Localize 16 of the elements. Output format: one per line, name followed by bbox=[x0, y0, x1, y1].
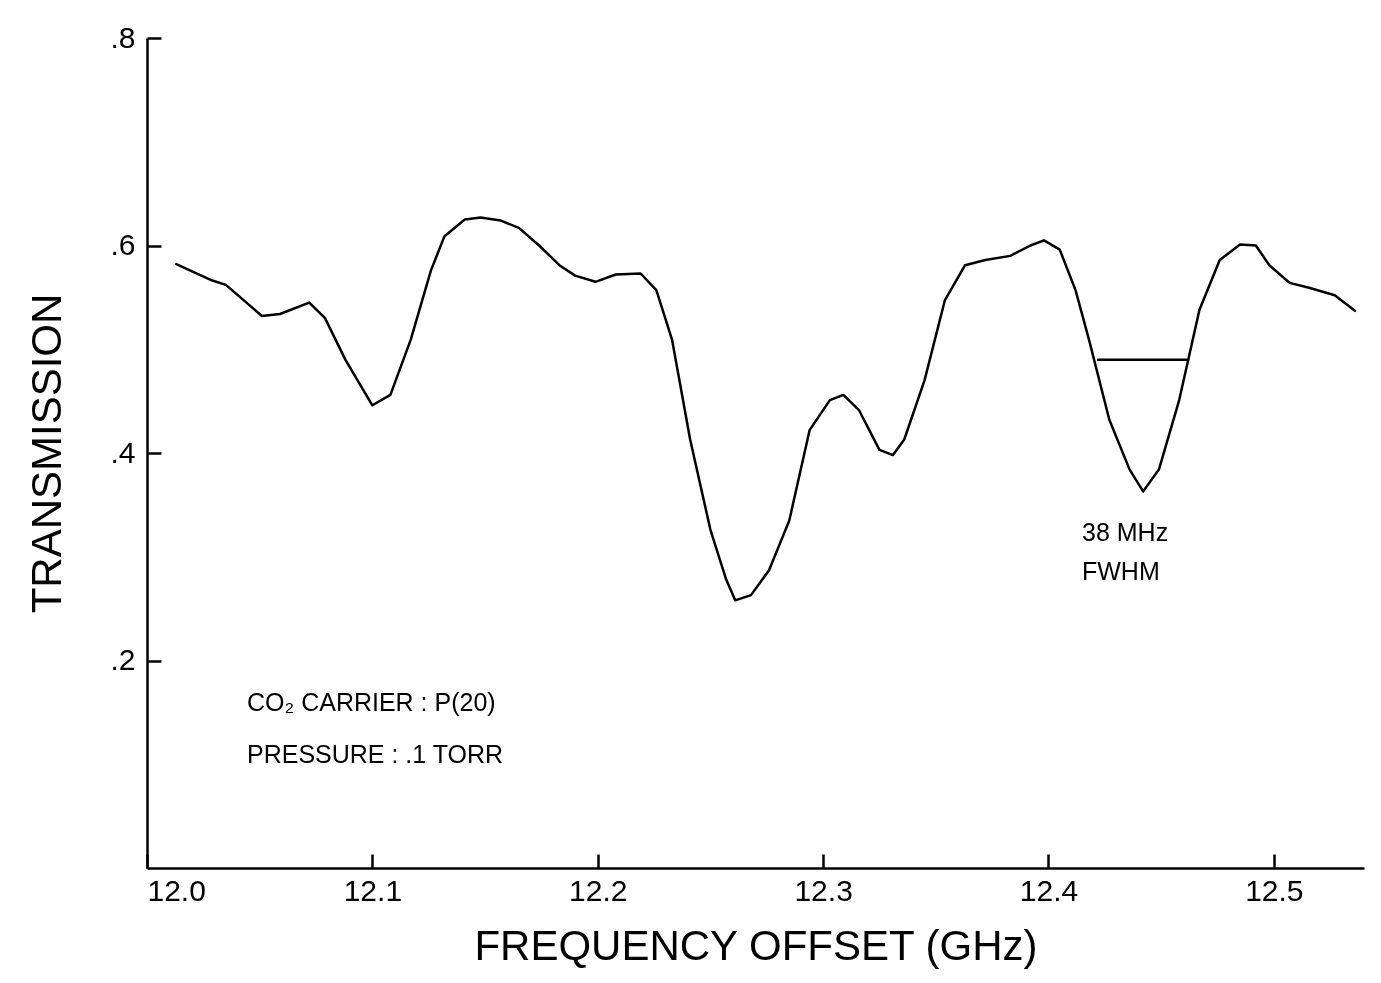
y-tick-label: .4 bbox=[110, 435, 136, 469]
annotation: 38 MHz bbox=[1082, 518, 1169, 546]
x-tick-label: 12.4 bbox=[1019, 873, 1079, 907]
y-tick-label: .8 bbox=[110, 20, 136, 54]
y-tick-label: .6 bbox=[110, 228, 136, 261]
annotation: FWHM bbox=[1082, 557, 1160, 585]
x-tick-label: 12.0 bbox=[147, 873, 206, 907]
y-axis-title: TRANSMISSION bbox=[23, 293, 71, 614]
annotation: PRESSURE : .1 TORR bbox=[247, 740, 504, 768]
x-axis-title: FREQUENCY OFFSET (GHz) bbox=[474, 921, 1038, 969]
x-tick-label: 12.2 bbox=[569, 873, 628, 907]
x-tick-label: 12.3 bbox=[794, 873, 853, 907]
x-tick-label: 12.5 bbox=[1245, 873, 1304, 907]
annotation: CO₂ CARRIER : P(20) bbox=[247, 688, 496, 716]
x-tick-label: 12.1 bbox=[343, 873, 403, 907]
y-tick-label: .2 bbox=[110, 643, 136, 676]
